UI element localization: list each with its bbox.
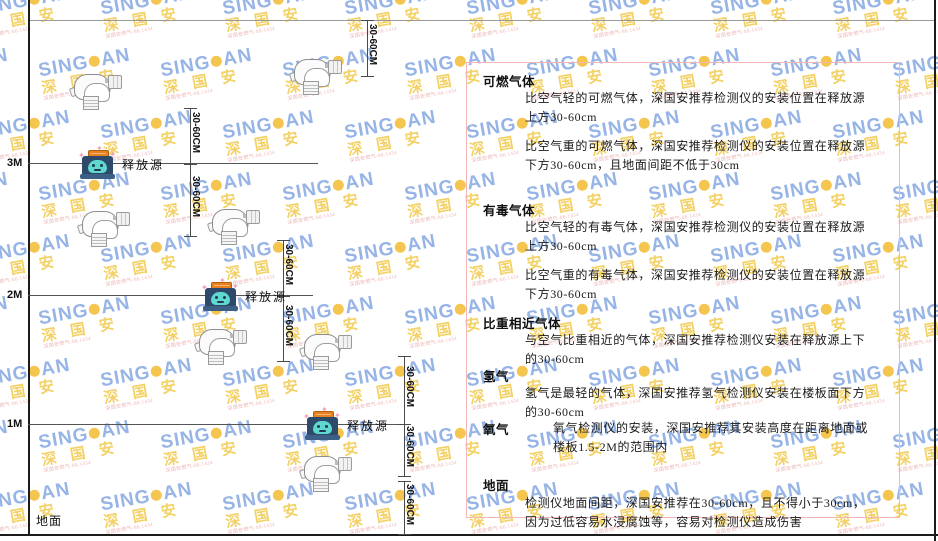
- release-source-label: 释放源: [347, 419, 390, 433]
- release-source-label: 释放源: [122, 158, 165, 172]
- section-paragraph-3-0: 氢气是最轻的气体，深国安推荐氢气检测仪安装在楼板面下方的30-60cm: [525, 386, 866, 419]
- dimension-tick: [184, 108, 197, 109]
- dimension-tick: [398, 481, 411, 482]
- dimension-label: 30-60CM: [190, 176, 201, 218]
- height-axis: [28, 0, 30, 534]
- ground-line: [0, 534, 938, 536]
- section-title-2: 比重相近气体: [483, 317, 562, 331]
- dimension-label: 30-60CM: [283, 304, 294, 346]
- section-paragraph-2-0: 与空气比重相近的气体，深国安推荐检测仪安装在释放源上下的30-60cm: [525, 333, 866, 366]
- dimension-label: 30-60CM: [283, 244, 294, 286]
- section-paragraph-5-0: 检测仪地面间距，深国安推荐在30-60cm，且不得小于30cm，因为过低容易水浸…: [525, 496, 866, 529]
- frame-right-border: [934, 0, 936, 541]
- section-paragraph-0-0: 比空气轻的可燃气体，深国安推荐检测仪的安装位置在释放源上方30-60cm: [525, 91, 866, 124]
- gas-detector-icon: [193, 325, 247, 365]
- gas-detector-icon: [68, 70, 122, 110]
- source-leader-line-right: [295, 295, 307, 296]
- dimension-line: [190, 108, 191, 164]
- dimension-line: [404, 481, 405, 534]
- dimension-tick: [398, 356, 411, 357]
- dimension-tick: [277, 361, 290, 362]
- release-source-icon: ✦ ✦ ✦: [303, 406, 341, 441]
- section-paragraph-1-1: 比空气重的有毒气体，深国安推荐检测仪的安装位置在释放源下方30-60cm: [525, 268, 866, 301]
- level-label-3m: 3M: [7, 157, 23, 169]
- section-paragraph-0-1: 比空气重的可燃气体，深国安推荐检测仪的安装位置在释放源下方30-60cm，且地面…: [525, 139, 866, 172]
- dimension-tick: [398, 534, 411, 535]
- level-label-2m: 2M: [7, 289, 23, 301]
- section-title-1: 有毒气体: [483, 204, 536, 218]
- dimension-line: [404, 424, 405, 476]
- dimension-tick: [277, 296, 290, 297]
- section-title-4: 氧气: [483, 423, 510, 437]
- level-label-1m: 1M: [7, 418, 23, 430]
- dimension-line: [190, 164, 191, 236]
- dimension-line: [367, 20, 368, 76]
- dimension-tick: [398, 424, 411, 425]
- dimension-label: 30-60CM: [367, 24, 378, 66]
- dimension-tick: [361, 76, 374, 77]
- level-line-1m: [28, 424, 408, 425]
- release-source-label: 释放源: [245, 290, 288, 304]
- section-paragraph-1-0: 比空气轻的有毒气体，深国安推荐检测仪的安装位置在释放源上方30-60cm: [525, 220, 866, 253]
- source-leader-line-right: [172, 163, 184, 164]
- dimension-tick: [184, 236, 197, 237]
- dimension-line: [404, 356, 405, 424]
- level-line-2m: [28, 295, 313, 296]
- release-source-icon: ✦ ✦ ✦: [78, 145, 116, 180]
- dimension-tick: [398, 476, 411, 477]
- section-title-0: 可燃气体: [483, 75, 536, 89]
- guidelines-panel: 可燃气体比空气轻的可燃气体，深国安推荐检测仪的安装位置在释放源上方30-60cm…: [466, 62, 900, 529]
- source-leader-line: [239, 295, 245, 296]
- dimension-line: [283, 240, 284, 296]
- gas-detector-icon: [298, 452, 352, 492]
- dimension-label: 30-60CM: [404, 426, 415, 468]
- dimension-tick: [277, 240, 290, 241]
- section-paragraph-4-0: 氧气检测仪的安装，深国安推荐其安装高度在距离地面或楼板1.5-2M的范围内: [553, 421, 869, 454]
- release-source-icon: ✦ ✦ ✦: [201, 277, 239, 312]
- source-leader-line: [341, 424, 347, 425]
- gas-detector-icon: [206, 205, 260, 245]
- section-title-5: 地面: [483, 479, 510, 493]
- dimension-line: [283, 296, 284, 361]
- ground-label: 地面: [36, 514, 63, 528]
- dimension-tick: [184, 164, 197, 165]
- ceiling-line: [28, 20, 936, 21]
- dimension-tick: [361, 20, 374, 21]
- dimension-label: 30-60CM: [404, 366, 415, 408]
- dimension-label: 30-60CM: [190, 112, 201, 154]
- section-title-3: 氢气: [483, 370, 510, 384]
- gas-detector-icon: [298, 330, 352, 370]
- source-leader-line: [116, 163, 122, 164]
- gas-detector-icon: [288, 55, 342, 95]
- dimension-label: 30-60CM: [404, 483, 415, 525]
- gas-detector-icon: [76, 207, 130, 247]
